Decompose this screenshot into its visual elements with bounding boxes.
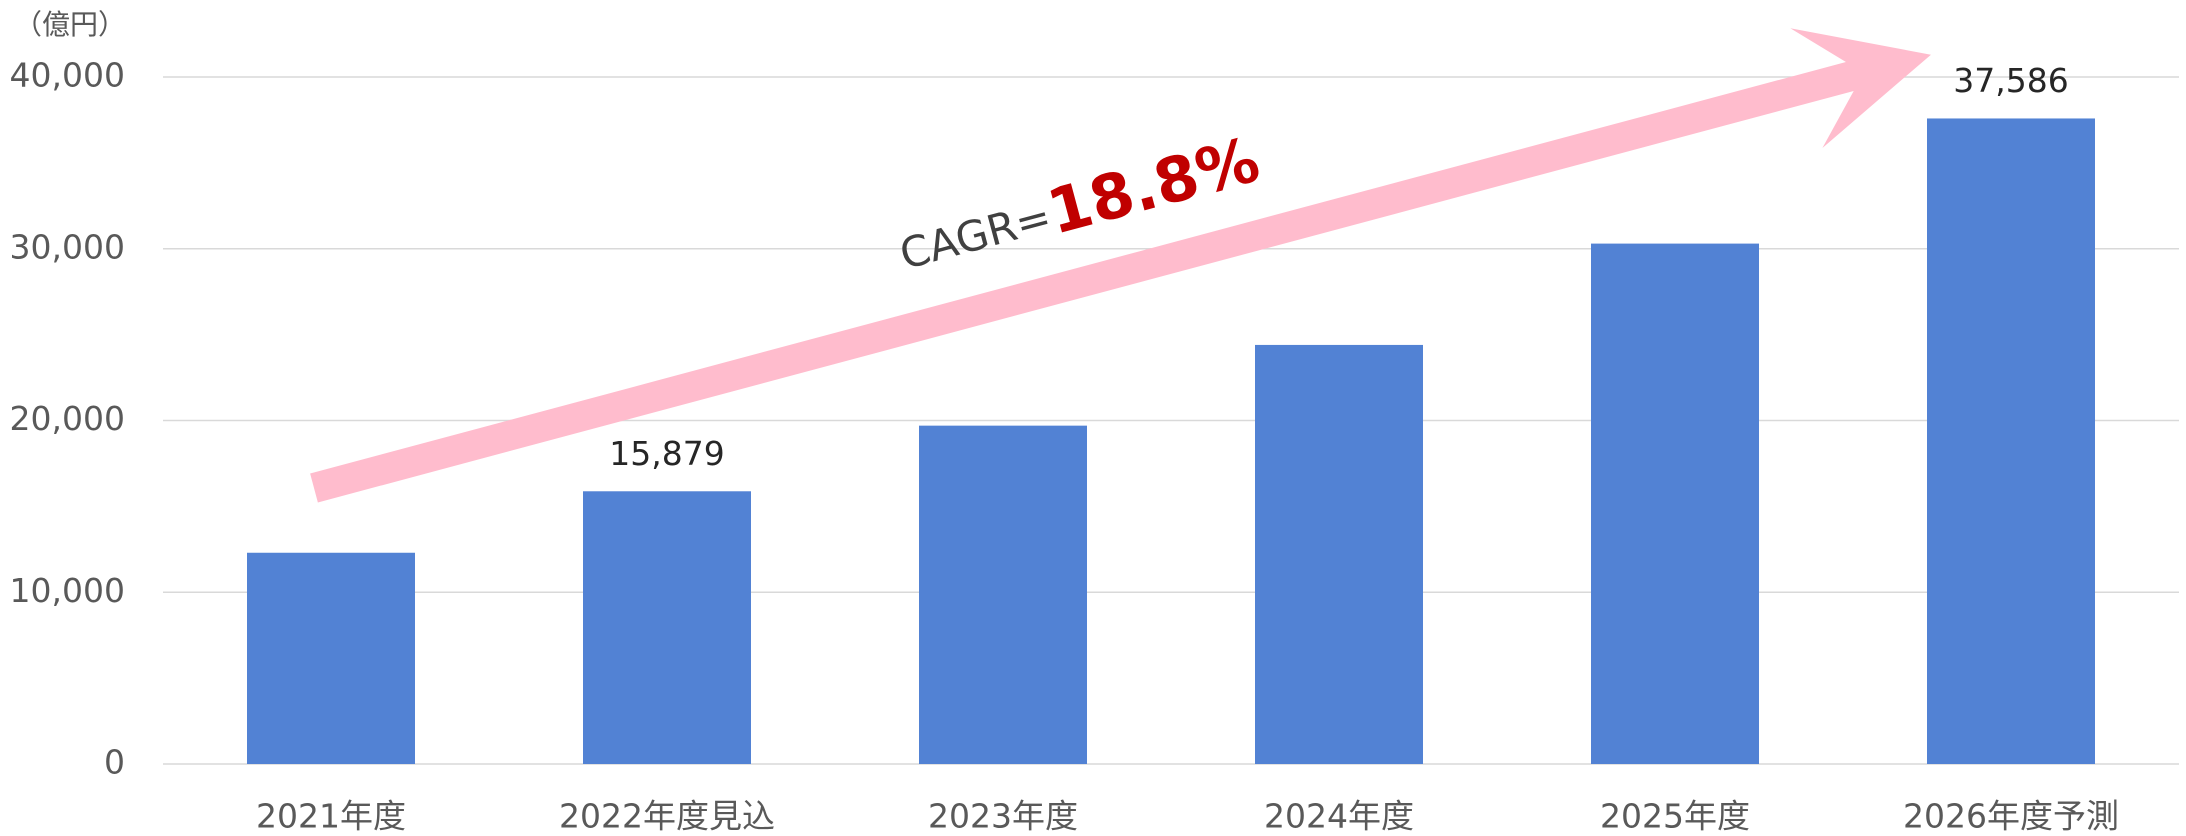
y-tick-label: 20,000 (10, 399, 125, 438)
x-tick-label: 2024年度 (1264, 797, 1414, 836)
growth-arrow (310, 28, 1931, 503)
bar (1927, 118, 2095, 764)
x-tick-label: 2021年度 (256, 797, 406, 836)
y-tick-label: 40,000 (10, 56, 125, 95)
bar (247, 552, 415, 764)
y-axis-label: （億円） (14, 8, 126, 41)
bar (583, 491, 751, 764)
x-tick-label: 2026年度予測 (1903, 797, 2119, 836)
bar (919, 425, 1087, 764)
y-tick-label: 30,000 (10, 227, 125, 266)
x-tick-label: 2022年度見込 (559, 797, 775, 836)
value-label: 37,586 (1953, 61, 2068, 100)
x-tick-label: 2023年度 (928, 797, 1078, 836)
bar (1255, 344, 1423, 764)
cagr-annotation: CAGR=18.8% (891, 123, 1267, 289)
value-label: 15,879 (609, 434, 724, 473)
cagr-prefix: CAGR= (895, 191, 1057, 278)
y-tick-label: 0 (104, 743, 125, 782)
x-tick-label: 2025年度 (1600, 797, 1750, 836)
bar (1591, 243, 1759, 764)
arrow-shape (310, 28, 1931, 503)
y-tick-label: 10,000 (10, 571, 125, 610)
